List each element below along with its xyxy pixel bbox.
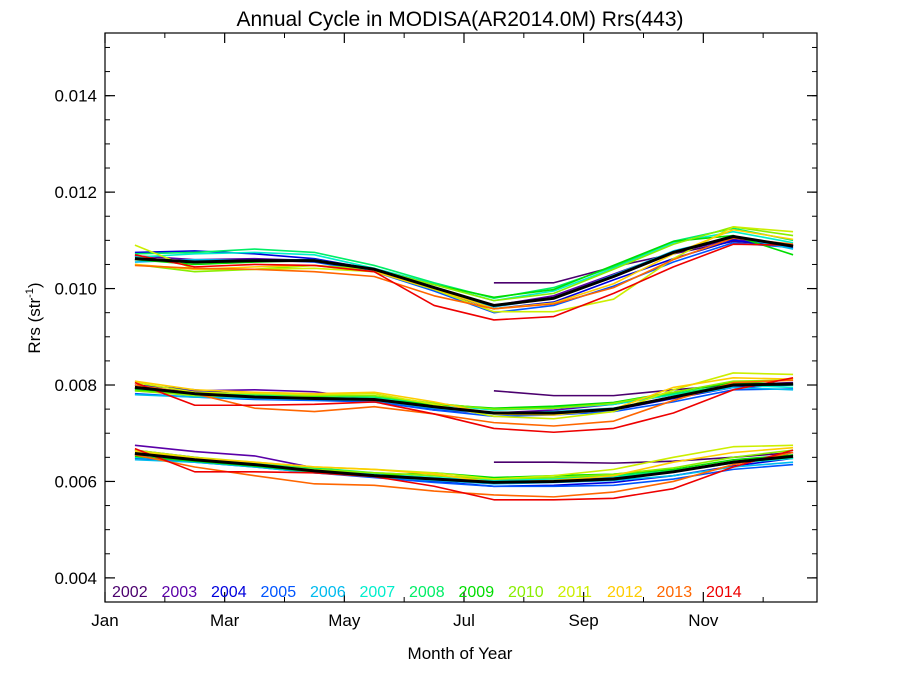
- plot-frame: [104, 32, 818, 603]
- legend-entry-2011: 2011: [558, 584, 593, 601]
- y-tick-label: 0.008: [54, 376, 97, 395]
- series-2005: [134, 241, 794, 488]
- legend-entry-2014: 2014: [706, 584, 742, 601]
- legend-entry-2007: 2007: [360, 584, 396, 601]
- series-line-mean-band-3: [134, 451, 794, 484]
- legend-entry-2012: 2012: [607, 584, 643, 601]
- series-line-2012-band-2: [134, 376, 794, 416]
- x-tick-label: Sep: [569, 611, 599, 630]
- series-line-2002-band-1: [493, 240, 794, 284]
- series-line-2009-band-1: [134, 234, 794, 299]
- x-axis-label: Month of Year: [408, 644, 513, 663]
- x-tick-label: May: [328, 611, 361, 630]
- y-tick-label: 0.004: [54, 569, 97, 588]
- series-2014: [134, 243, 794, 501]
- series-2004: [134, 239, 794, 488]
- series-line-2013-band-2: [134, 379, 794, 427]
- series-layer: [134, 226, 794, 501]
- chart-title: Annual Cycle in MODISA(AR2014.0M) Rrs(44…: [237, 8, 684, 31]
- y-tick-label: 0.010: [54, 280, 97, 299]
- legend-entry-2009: 2009: [459, 584, 495, 601]
- y-axis-label-superscript: -1: [24, 288, 36, 298]
- y-tick-label: 0.014: [54, 87, 97, 106]
- series-line-2012-band-3: [134, 446, 794, 484]
- series-mean: [134, 234, 794, 484]
- series-line-mean-band-2: [134, 382, 794, 415]
- y-tick-label: 0.012: [54, 183, 97, 202]
- series-line-2014-band-2: [134, 376, 794, 434]
- series-2009: [134, 234, 794, 479]
- legend-entry-2002: 2002: [112, 584, 148, 601]
- y-axis-label-main: Rrs (str: [25, 298, 44, 354]
- legend-entry-2006: 2006: [310, 584, 346, 601]
- x-tick-label: Mar: [210, 611, 240, 630]
- y-axis-label-close: ): [25, 282, 44, 288]
- legend-entry-2008: 2008: [409, 584, 445, 601]
- legend-entry-2005: 2005: [261, 584, 297, 601]
- x-axis: Jan Mar May Jul Sep Nov: [91, 33, 764, 630]
- series-2006: [134, 235, 794, 485]
- x-tick-label: Jul: [453, 611, 475, 630]
- y-axis-label: Rrs (str-1): [24, 282, 44, 353]
- x-tick-label: Jan: [91, 611, 118, 630]
- legend-entry-2010: 2010: [508, 584, 544, 601]
- series-line-2014-band-3: [134, 447, 794, 501]
- y-tick-label: 0.006: [54, 472, 97, 491]
- x-tick-label: Nov: [688, 611, 719, 630]
- series-line-2014-band-1: [134, 243, 794, 321]
- legend: 2002 2003 2004 2005 2006 2007 2008 2009 2010 2011…: [112, 584, 742, 601]
- series-2012: [134, 228, 794, 484]
- series-line-2010-band-1: [134, 226, 794, 302]
- series-line-2013-band-1: [134, 237, 794, 310]
- legend-entry-2013: 2013: [657, 584, 693, 601]
- legend-entry-2004: 2004: [211, 584, 247, 601]
- series-2003: [134, 238, 794, 484]
- legend-entry-2003: 2003: [162, 584, 198, 601]
- series-line-mean-band-1: [134, 234, 794, 307]
- y-axis: 0.004 0.006 0.008 0.010 0.012 0.014: [54, 46, 817, 603]
